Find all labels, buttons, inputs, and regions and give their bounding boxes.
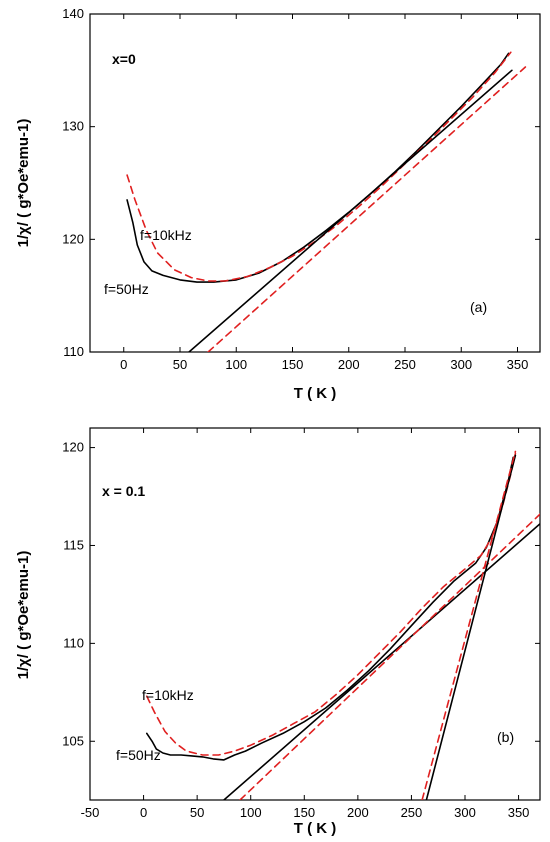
x-tick-label: 150: [282, 357, 304, 372]
series-annotation: f=50Hz: [104, 281, 149, 297]
x-tick-label: 250: [401, 805, 423, 820]
y-axis-label: 1/χ/ ( g*Oe*emu-1): [15, 119, 32, 248]
composition-label: x = 0.1: [102, 483, 145, 499]
series-line: [146, 456, 515, 761]
series-line: [421, 450, 517, 800]
y-tick-label: 130: [62, 119, 84, 134]
series-line: [239, 513, 540, 800]
series-line: [126, 52, 510, 283]
plot-frame: [89, 427, 541, 801]
x-tick-label: 50: [190, 805, 204, 820]
y-tick-label: 110: [63, 635, 84, 650]
series-annotation: f=10kHz: [140, 227, 192, 243]
panel-label: (a): [470, 299, 487, 315]
plot-area: [146, 450, 540, 800]
x-tick-label: 350: [507, 357, 529, 372]
x-tick-label: 50: [173, 357, 187, 372]
plot-area: [126, 51, 527, 352]
y-tick-label: 140: [62, 6, 84, 21]
x-tick-label: 150: [293, 805, 315, 820]
plot-frame: [89, 13, 541, 353]
x-tick-label: -50: [81, 805, 100, 820]
x-axis-label: T ( K ): [294, 385, 337, 402]
series-line: [188, 69, 513, 352]
x-tick-label: 200: [338, 357, 360, 372]
x-tick-label: 350: [508, 805, 530, 820]
y-tick-label: 110: [63, 344, 84, 359]
series-line: [146, 452, 517, 756]
panel-label: (b): [497, 729, 514, 745]
series-annotation: f=50Hz: [116, 747, 161, 763]
y-axis-label: 1/χ/ ( g*Oe*emu-1): [15, 551, 32, 680]
series-line: [425, 454, 517, 800]
panel-b: -50 0 50 100 150 200 250 300 350 105 110 115 120 T ( …: [15, 427, 541, 837]
x-tick-label: 250: [394, 357, 416, 372]
y-tick-label: 120: [62, 440, 84, 455]
series-line: [207, 66, 527, 352]
panel-a: 0 50 100 150 200 250 300 350 110 120 130 140 T ( K )…: [15, 6, 541, 402]
x-tick-label: 100: [225, 357, 247, 372]
y-tick-label: 105: [62, 733, 84, 748]
series-annotation: f=10kHz: [142, 687, 194, 703]
x-tick-label: 200: [347, 805, 369, 820]
series-line: [223, 522, 540, 800]
x-tick-label: 300: [450, 357, 472, 372]
series-line: [126, 51, 512, 282]
x-tick-label: 0: [140, 805, 147, 820]
y-tick-label: 120: [62, 231, 84, 246]
y-tick-label: 115: [63, 537, 84, 552]
x-tick-label: 300: [454, 805, 476, 820]
x-tick-label: 0: [120, 357, 127, 372]
composition-label: x=0: [112, 51, 136, 67]
x-axis-label: T ( K ): [294, 820, 337, 837]
x-tick-label: 100: [240, 805, 262, 820]
